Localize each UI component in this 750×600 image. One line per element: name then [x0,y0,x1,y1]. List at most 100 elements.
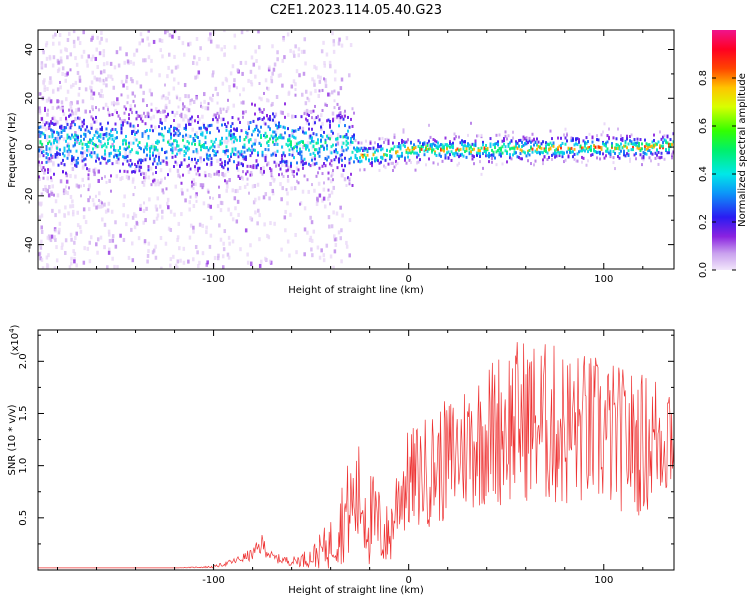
spectral-cell [176,140,178,144]
spectral-cell [192,99,196,104]
spectral-cell [180,115,183,119]
spectral-cell [144,58,147,63]
spectral-cell [95,194,97,198]
spectral-cell [313,188,316,193]
spectral-cell [377,159,379,163]
spectral-cell [344,134,346,138]
spectral-cell [92,142,94,146]
spectral-cell [231,133,234,137]
spectral-cell [281,145,283,149]
spectral-cell [68,114,70,118]
spectral-cell [357,147,360,151]
spectral-cell [150,68,153,73]
spectral-cell [501,151,504,155]
spectral-cell [291,148,295,153]
spectral-cell [287,165,290,170]
spectral-cell [246,170,249,174]
spectral-cell [294,129,297,133]
spectral-cell [590,153,592,157]
spectral-cell [324,80,328,85]
spectral-cell [255,159,258,163]
spectral-cell [474,143,477,147]
spectral-cell [329,254,333,259]
spectral-cell [208,244,212,249]
spectral-cell [93,171,96,175]
spectral-cell [347,176,349,180]
spectral-cell [627,154,630,158]
spectral-cell [331,171,334,176]
spectral-cell [443,145,445,149]
spectral-cell [338,37,341,42]
spectral-cell [524,142,526,146]
spectral-cell [632,148,634,152]
spectral-cell [101,128,103,132]
spectral-cell [338,158,340,162]
spectral-cell [299,147,301,151]
spectral-cell [192,182,195,186]
spectral-cell [56,87,60,92]
spectral-cell [143,150,145,154]
spectral-cell [432,138,435,142]
spectral-cell [59,136,61,140]
spectral-cell [119,177,122,182]
spectral-cell [224,76,228,81]
spectral-cell [258,263,262,268]
spectral-cell [81,120,84,124]
spectral-cell [242,164,244,168]
spectral-cell [307,98,311,103]
spectral-cell [306,144,309,148]
spectral-cell [329,125,331,129]
spectral-cell [139,32,143,37]
spectral-cell [572,150,574,154]
spectral-cell [224,151,227,156]
spectral-cell [260,97,263,102]
spectral-cell [644,151,646,155]
spectral-cell [110,101,114,106]
spectral-cell [636,141,639,145]
spectral-cell [411,148,414,152]
spectral-cell [100,30,103,35]
spectral-cell [300,49,304,54]
spectral-cell [201,223,205,228]
spectral-cell [83,246,86,251]
spectral-cell [294,233,297,238]
spectral-cell [315,148,318,152]
spectral-cell [270,75,273,80]
spectral-cell [272,118,274,122]
spectral-cell [512,153,514,157]
spectral-cell [225,125,228,129]
spectral-cell [88,240,92,245]
spectral-cell [305,131,307,135]
spectral-cell [194,142,196,146]
spectral-cell [629,159,631,163]
spectral-cell [258,213,261,218]
spectral-cell [290,142,292,146]
spectral-cell [120,130,123,134]
spectral-cell [350,140,352,144]
spectral-cell [67,31,71,36]
spectral-cell [192,186,195,190]
spectral-cell [288,137,291,141]
spectral-cell [228,89,231,93]
spectral-cell [122,162,124,166]
spectral-cell [515,140,517,144]
spectral-cell [230,124,232,128]
spectral-cell [188,156,190,160]
spectral-cell [333,249,337,254]
spectral-cell [434,143,436,147]
spectral-cell [98,92,100,96]
spectral-cell [419,147,421,151]
spectral-cell [290,161,292,165]
spectral-cell [57,131,60,135]
spectral-cell [477,151,480,155]
spectral-cell [639,147,642,151]
spectral-cell [155,154,157,158]
spectral-cell [275,162,278,167]
spectral-cell [142,220,145,225]
spectral-cell [458,135,460,139]
spectral-cell [384,153,387,157]
spectral-cell [125,85,129,90]
spectral-cell [210,162,213,166]
spectral-cell [584,144,586,148]
spectral-cell [396,145,399,149]
